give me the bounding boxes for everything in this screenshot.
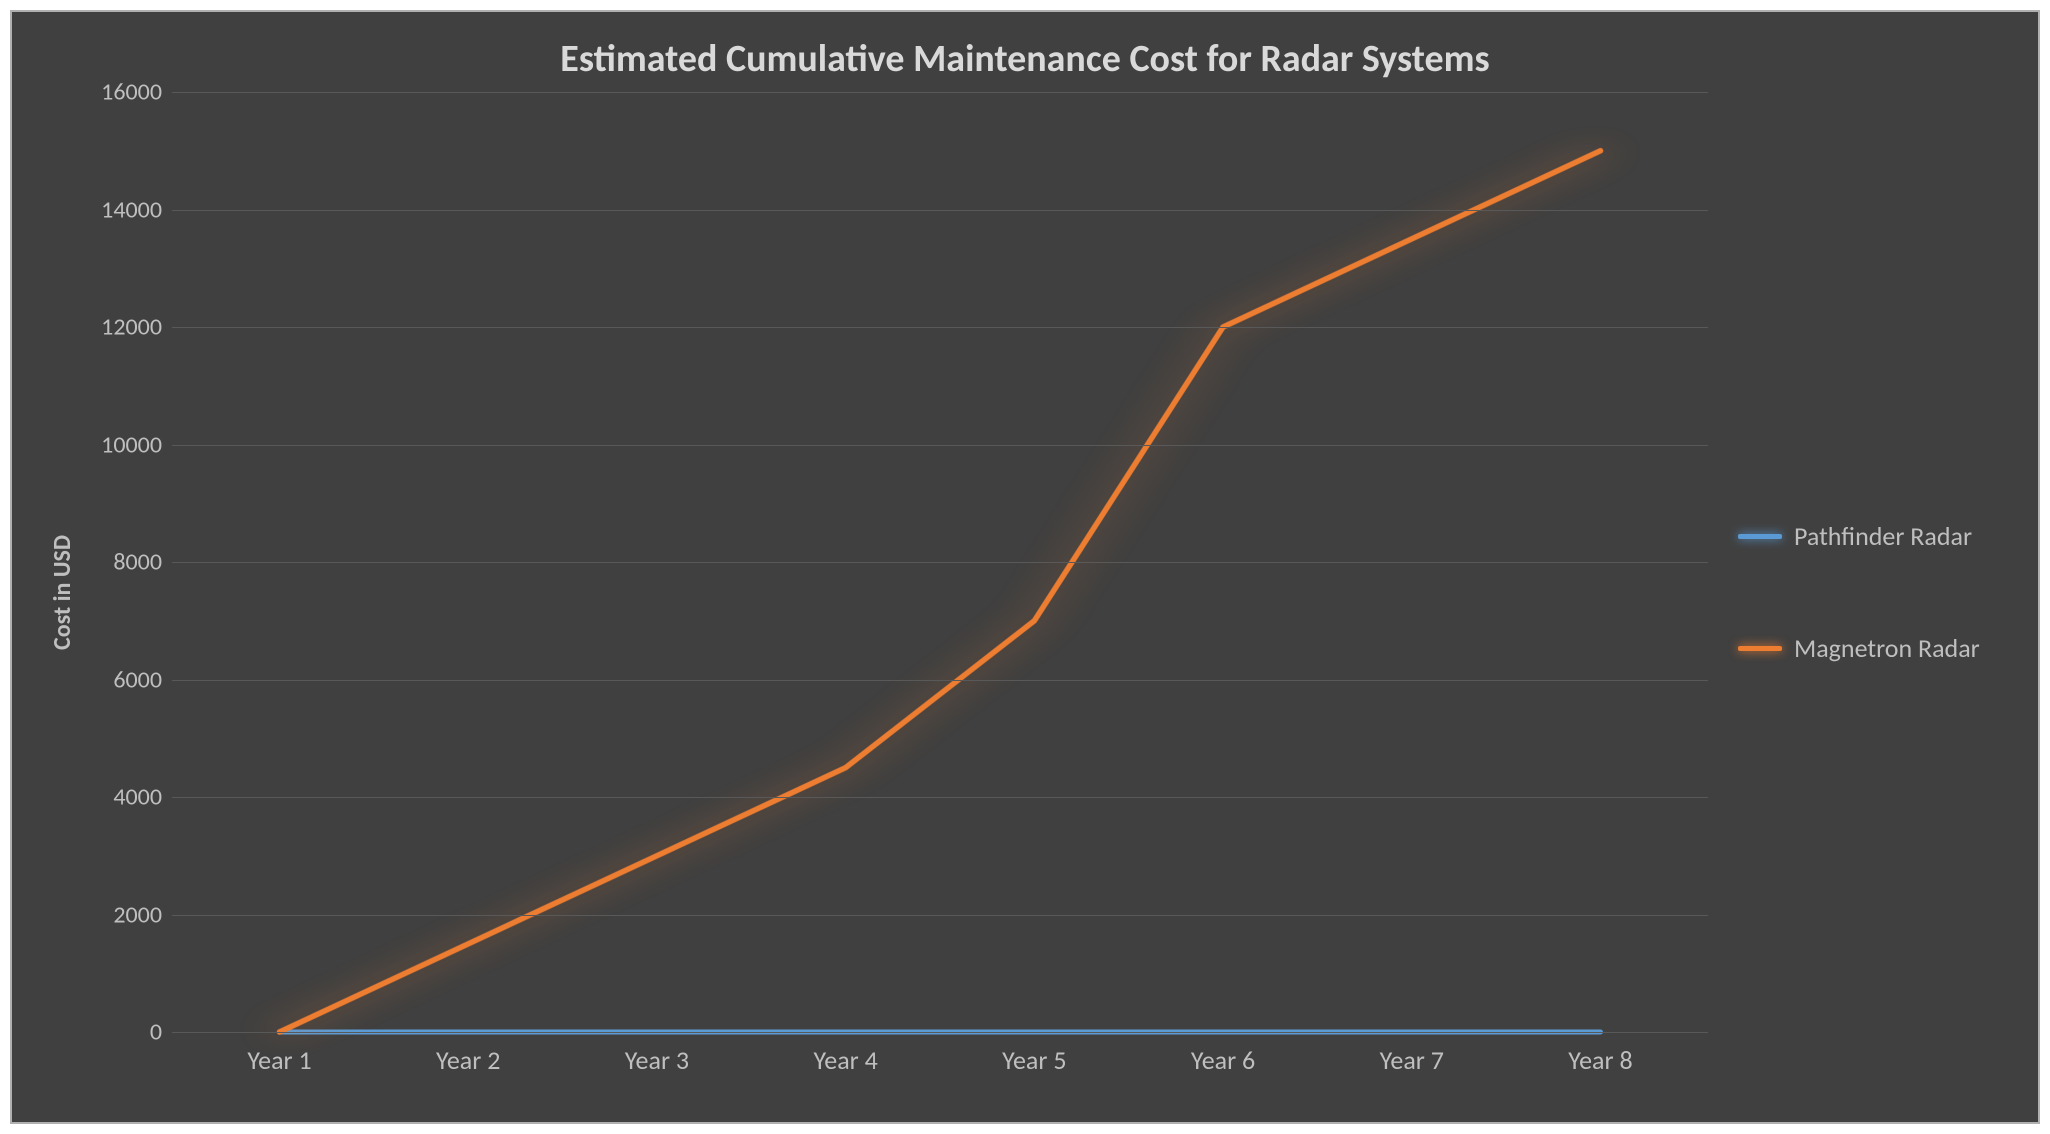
legend-item: Pathfinder Radar	[1738, 520, 2008, 552]
x-tick-label: Year 3	[625, 1044, 689, 1076]
x-tick-strip: Year 1 Year 2 Year 3 Year 4 Year 5 Year 6 Year…	[172, 1032, 1708, 1092]
series-line	[280, 151, 1601, 1032]
y-axis-title-wrap: Cost in USD	[42, 92, 82, 1092]
y-tick-label: 6000	[113, 665, 162, 694]
y-tick-column: 0200040006000800010000120001400016000	[82, 92, 172, 1032]
legend-item: Magnetron Radar	[1738, 632, 2008, 664]
x-tick-label: Year 6	[1191, 1044, 1255, 1076]
gridline	[172, 327, 1708, 328]
legend-label: Pathfinder Radar	[1794, 520, 1972, 552]
legend-label: Magnetron Radar	[1794, 632, 1980, 664]
plot-row: 0200040006000800010000120001400016000	[82, 92, 1708, 1032]
x-tick-label: Year 5	[1002, 1044, 1066, 1076]
chart-body: Cost in USD 0 2000 4000 6000 8000 10000 12000 1…	[42, 92, 2008, 1092]
gridline	[172, 562, 1708, 563]
gridline	[172, 445, 1708, 446]
x-tick-label: Year 1	[247, 1044, 311, 1076]
legend: Pathfinder Radar Magnetron Radar	[1708, 92, 2008, 1092]
legend-swatch	[1738, 534, 1782, 539]
y-tick-label: 12000	[101, 313, 162, 342]
y-tick-label: 2000	[113, 900, 162, 929]
chart-title: Estimated Cumulative Maintenance Cost fo…	[42, 36, 2008, 82]
y-tick-label: 14000	[101, 195, 162, 224]
y-tick-label: 8000	[113, 548, 162, 577]
gridline	[172, 680, 1708, 681]
x-tick-label: Year 2	[436, 1044, 500, 1076]
x-tick-label: Year 8	[1568, 1044, 1632, 1076]
y-tick-label: 0	[150, 1018, 162, 1047]
chart-card: Estimated Cumulative Maintenance Cost fo…	[10, 10, 2040, 1124]
gridline	[172, 915, 1708, 916]
y-tick-label: 10000	[101, 430, 162, 459]
x-axis-row: Year 1 Year 2 Year 3 Year 4 Year 5 Year 6 Year…	[82, 1032, 1708, 1092]
x-tick-label: Year 7	[1380, 1044, 1444, 1076]
gridline	[172, 92, 1708, 93]
x-tick-label: Year 4	[813, 1044, 877, 1076]
y-tick-label: 4000	[113, 783, 162, 812]
plot-column: 0200040006000800010000120001400016000 Ye…	[82, 92, 1708, 1092]
y-axis-title: Cost in USD	[48, 535, 77, 650]
series-glow	[280, 151, 1601, 1032]
chart-outer-frame: Estimated Cumulative Maintenance Cost fo…	[0, 0, 2050, 1134]
y-tick-label: 16000	[101, 78, 162, 107]
gridline	[172, 210, 1708, 211]
plot-area	[172, 92, 1708, 1032]
gridline	[172, 797, 1708, 798]
legend-swatch	[1738, 646, 1782, 651]
